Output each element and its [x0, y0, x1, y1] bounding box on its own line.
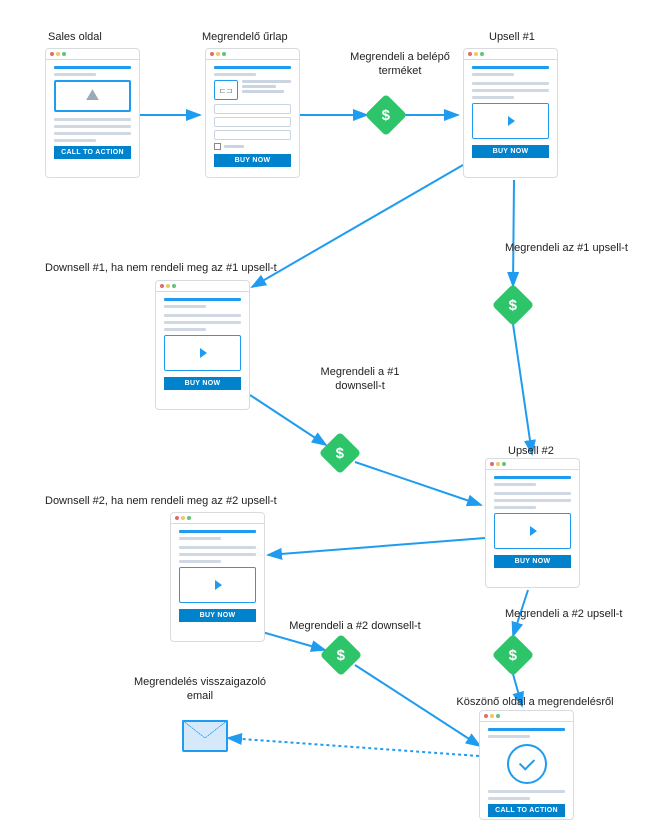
- label-email: Megrendelés visszaigazoló email: [120, 675, 280, 704]
- video-icon: [164, 335, 241, 371]
- edge-down1-d3: [250, 395, 326, 445]
- node-upsell2: BUY NOW: [485, 458, 580, 588]
- check-icon: [507, 744, 547, 784]
- diamond-d3: $: [319, 432, 361, 474]
- label-upsell2: Upsell #2: [508, 444, 554, 458]
- cta-down1: BUY NOW: [164, 377, 241, 390]
- diamond-d5: $: [320, 634, 362, 676]
- diamond-d1: $: [365, 94, 407, 136]
- label-order: Megrendelő űrlap: [202, 30, 288, 44]
- edge-thanks-email: [228, 738, 479, 756]
- cta-upsell1: BUY NOW: [472, 145, 549, 158]
- landing-image-icon: ⛰: [54, 80, 131, 112]
- label-down1: Downsell #1, ha nem rendeli meg az #1 up…: [45, 261, 315, 275]
- video-icon: [494, 513, 571, 549]
- node-order: ⊏⊐ BUY NOW: [205, 48, 300, 178]
- diamond-d2: $: [492, 284, 534, 326]
- node-upsell1: BUY NOW: [463, 48, 558, 178]
- label-upsell1: Upsell #1: [489, 30, 535, 44]
- edgelabel-order-d1: Megrendeli a belépő terméket: [335, 50, 465, 79]
- edge-d3-upsell2: [355, 462, 481, 505]
- edgelabel-down1-d3: Megrendeli a #1 downsell-t: [300, 365, 420, 394]
- edge-upsell1-d2: [513, 180, 514, 286]
- label-thanks: Köszönő oldal a megrendelésről: [450, 695, 620, 709]
- edge-upsell2-down2: [268, 538, 485, 555]
- video-icon: [472, 103, 549, 139]
- edgelabel-down2-d5: Megrendeli a #2 downsell-t: [270, 619, 440, 633]
- label-down2: Downsell #2, ha nem rendeli meg az #2 up…: [45, 494, 320, 508]
- cta-thanks: CALL TO ACTION: [488, 804, 565, 817]
- edgelabel-up1-d2: Megrendeli az #1 upsell-t: [505, 241, 654, 255]
- node-thanks: CALL TO ACTION: [479, 710, 574, 820]
- email-icon: [182, 720, 228, 752]
- cta-down2: BUY NOW: [179, 609, 256, 622]
- edge-down2-d5: [262, 632, 325, 650]
- node-down2: BUY NOW: [170, 512, 265, 642]
- diamond-d4: $: [492, 634, 534, 676]
- cta-order: BUY NOW: [214, 154, 291, 167]
- node-sales: ⛰ CALL TO ACTION: [45, 48, 140, 178]
- video-icon: [179, 567, 256, 603]
- edge-d2-upsell2: [513, 324, 532, 454]
- cta-upsell2: BUY NOW: [494, 555, 571, 568]
- label-sales: Sales oldal: [48, 30, 102, 44]
- product-icon: ⊏⊐: [214, 80, 238, 100]
- node-down1: BUY NOW: [155, 280, 250, 410]
- cta-sales: CALL TO ACTION: [54, 146, 131, 159]
- edgelabel-up2-d4: Megrendeli a #2 upsell-t: [505, 607, 654, 621]
